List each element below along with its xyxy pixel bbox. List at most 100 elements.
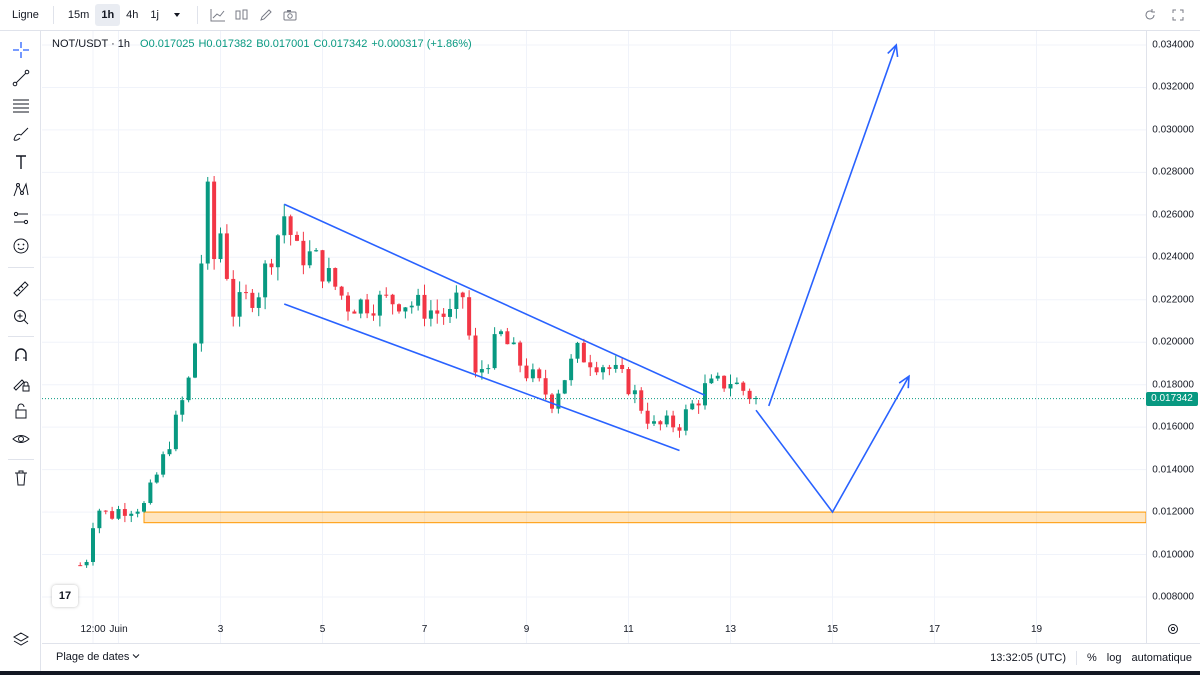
candle-body	[454, 292, 459, 309]
candle-body	[403, 307, 408, 312]
candle-body	[562, 380, 567, 394]
candle-body	[352, 311, 357, 314]
candle-body	[601, 367, 605, 373]
price-label: 0.018000	[1152, 379, 1194, 391]
candle-body	[122, 509, 127, 516]
interval-1h[interactable]: 1h	[95, 4, 121, 26]
fib-retracement-icon[interactable]	[8, 93, 34, 119]
candle-body	[371, 313, 376, 316]
price-label: 0.022000	[1152, 294, 1194, 306]
arrowhead-right	[898, 374, 910, 389]
interval-1d[interactable]: 1j	[150, 9, 159, 21]
candle-body	[314, 250, 319, 252]
interval-dropdown-icon[interactable]	[165, 4, 189, 26]
tradingview-logo[interactable]: 17	[52, 585, 78, 607]
lock-drawing-icon[interactable]	[8, 370, 34, 396]
fullscreen-icon[interactable]	[1166, 4, 1190, 26]
candle-body	[550, 394, 554, 409]
forecast-icon[interactable]	[8, 205, 34, 231]
date-range-button[interactable]: Plage de dates	[56, 651, 140, 663]
symbol-label[interactable]: NOT/USDT · 1h	[52, 38, 131, 50]
toolbar-divider	[8, 459, 34, 460]
candle-body	[142, 503, 146, 512]
lock-icon[interactable]	[8, 398, 34, 424]
candle-body	[256, 297, 261, 308]
candle-body	[409, 305, 414, 308]
candle-body	[295, 234, 299, 241]
time-axis[interactable]: 12:00 Juin 3 5 7 9 11 13 15 17 19	[42, 620, 1146, 643]
pattern-icon[interactable]	[8, 177, 34, 203]
candle-body	[358, 299, 363, 314]
time-label: 13	[724, 624, 737, 635]
text-icon[interactable]	[8, 149, 34, 175]
candle-body	[186, 377, 191, 401]
candle-body	[199, 263, 204, 344]
low-value: B0.017001	[256, 38, 310, 50]
candle-body	[499, 331, 503, 335]
window-edge	[0, 671, 1200, 675]
camera-icon[interactable]	[278, 4, 302, 26]
channel-lower-line	[283, 303, 680, 452]
price-axis[interactable]: 0.034000 0.032000 0.030000 0.028000 0.026000…	[1146, 31, 1200, 643]
emoji-icon[interactable]	[8, 233, 34, 259]
chart-pane[interactable]	[42, 31, 1147, 643]
crosshair-icon[interactable]	[8, 37, 34, 63]
candle-body	[473, 335, 478, 373]
interval-4h[interactable]: 4h	[126, 9, 139, 21]
price-chart[interactable]	[42, 31, 1147, 643]
candle-body	[116, 509, 121, 519]
candle-body	[556, 393, 561, 409]
zoom-in-icon[interactable]	[8, 304, 34, 330]
percent-toggle[interactable]: %	[1086, 652, 1097, 664]
candle-body	[339, 286, 344, 296]
candle-body	[301, 240, 306, 266]
candle-body	[333, 268, 338, 287]
close-value: C0.017342	[313, 38, 368, 50]
trend-line-icon[interactable]	[8, 65, 34, 91]
candle-body	[518, 342, 523, 366]
indicators-icon[interactable]	[206, 4, 230, 26]
open-value: O0.017025	[140, 38, 195, 50]
candle-body	[365, 299, 370, 314]
candle-body	[741, 382, 746, 391]
candle-body	[607, 367, 612, 369]
log-toggle[interactable]: log	[1106, 652, 1122, 664]
ruler-icon[interactable]	[8, 276, 34, 302]
candle-body	[505, 331, 510, 345]
candle-body	[103, 510, 108, 512]
clock[interactable]: 13:32:05 (UTC)	[990, 652, 1066, 664]
refresh-icon[interactable]	[1138, 4, 1162, 26]
time-label: 12:00	[80, 624, 106, 635]
support-zone	[143, 511, 1147, 524]
projection-up-arrow	[767, 44, 898, 407]
candle-body	[696, 403, 701, 406]
candle-body	[620, 364, 625, 370]
candle-body	[511, 342, 516, 345]
pencil-icon[interactable]	[254, 4, 278, 26]
time-label: 19	[1030, 624, 1043, 635]
candle-body	[645, 410, 650, 424]
candle-body	[728, 383, 733, 389]
candle-body	[575, 342, 580, 359]
time-label: 9	[523, 624, 530, 635]
candle-body	[193, 343, 197, 378]
candle-body	[722, 375, 727, 389]
trash-icon[interactable]	[8, 465, 34, 491]
candle-body	[626, 369, 631, 395]
brush-icon[interactable]	[8, 121, 34, 147]
projection-down-up-arrow	[755, 375, 910, 514]
auto-toggle[interactable]: automatique	[1131, 652, 1192, 664]
interval-15m[interactable]: 15m	[67, 9, 90, 21]
settings-icon[interactable]	[1166, 622, 1180, 641]
eye-icon[interactable]	[8, 426, 34, 452]
candle-body	[78, 565, 83, 567]
candle-body	[390, 294, 395, 305]
compare-icon[interactable]	[230, 4, 254, 26]
magnet-icon[interactable]	[8, 342, 34, 368]
candle-body	[422, 294, 427, 319]
candle-body	[664, 415, 669, 425]
candle-body	[231, 278, 236, 317]
object-tree-icon[interactable]	[8, 627, 34, 653]
candle-body	[428, 310, 433, 319]
chart-type-button[interactable]: Ligne	[12, 9, 39, 21]
